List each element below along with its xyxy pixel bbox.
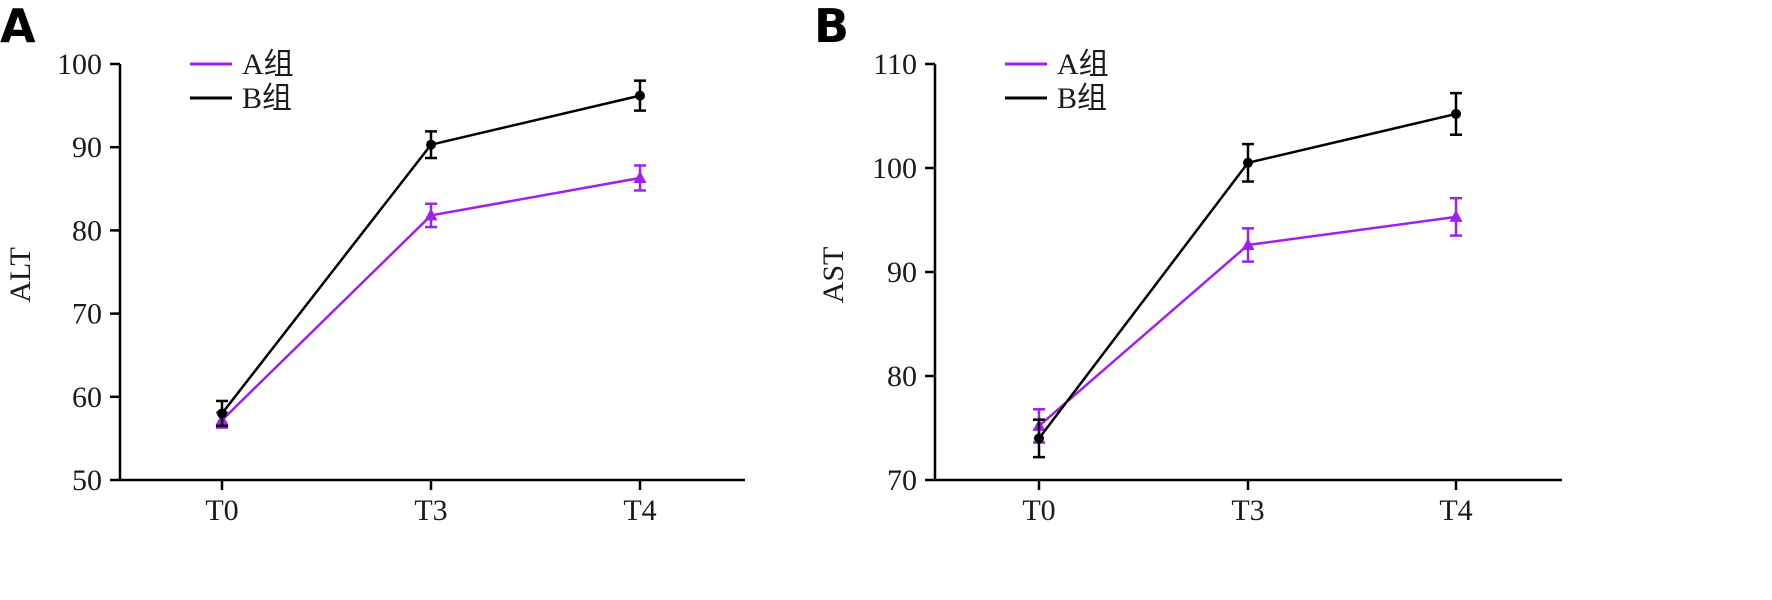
- y-tick-label: 90: [887, 256, 917, 289]
- y-tick-label: 90: [72, 131, 102, 164]
- x-tick-label: T0: [1022, 494, 1055, 527]
- y-tick-label: 110: [873, 48, 917, 81]
- y-tick-label: 70: [72, 298, 102, 331]
- panel-letter: B: [814, 0, 849, 53]
- y-tick-label: 100: [872, 152, 917, 185]
- y-tick-label: 50: [72, 464, 102, 497]
- y-axis-title: AST: [817, 247, 850, 304]
- y-axis-title: ALT: [4, 247, 37, 303]
- legend-label: A组: [242, 48, 294, 81]
- data-point-circle: [1034, 433, 1044, 444]
- data-point-triangle: [633, 170, 647, 183]
- x-tick-label: T3: [1231, 494, 1264, 527]
- data-point-triangle: [1449, 209, 1463, 222]
- y-tick-label: 80: [887, 360, 917, 393]
- data-point-triangle: [424, 208, 438, 221]
- data-point-circle: [217, 408, 227, 419]
- series-b: [1033, 91, 1462, 459]
- panel-letter: A: [0, 0, 36, 53]
- y-tick-label: 60: [72, 381, 102, 414]
- data-point-circle: [426, 139, 436, 150]
- series-a: [215, 164, 647, 429]
- series-a: [1032, 196, 1463, 444]
- y-tick-label: 100: [57, 48, 102, 81]
- data-point-circle: [635, 90, 645, 101]
- legend-label: A组: [1057, 48, 1109, 81]
- legend-label: B组: [242, 82, 292, 115]
- data-point-circle: [1243, 157, 1253, 168]
- x-tick-label: T3: [414, 494, 447, 527]
- y-tick-label: 80: [72, 214, 102, 247]
- x-tick-label: T4: [623, 494, 656, 527]
- data-point-triangle: [1241, 237, 1255, 250]
- data-point-circle: [1451, 108, 1461, 119]
- series-b: [216, 79, 646, 428]
- legend-label: B组: [1057, 82, 1107, 115]
- x-tick-label: T4: [1439, 494, 1472, 527]
- x-tick-label: T0: [205, 494, 238, 527]
- y-tick-label: 70: [887, 464, 917, 497]
